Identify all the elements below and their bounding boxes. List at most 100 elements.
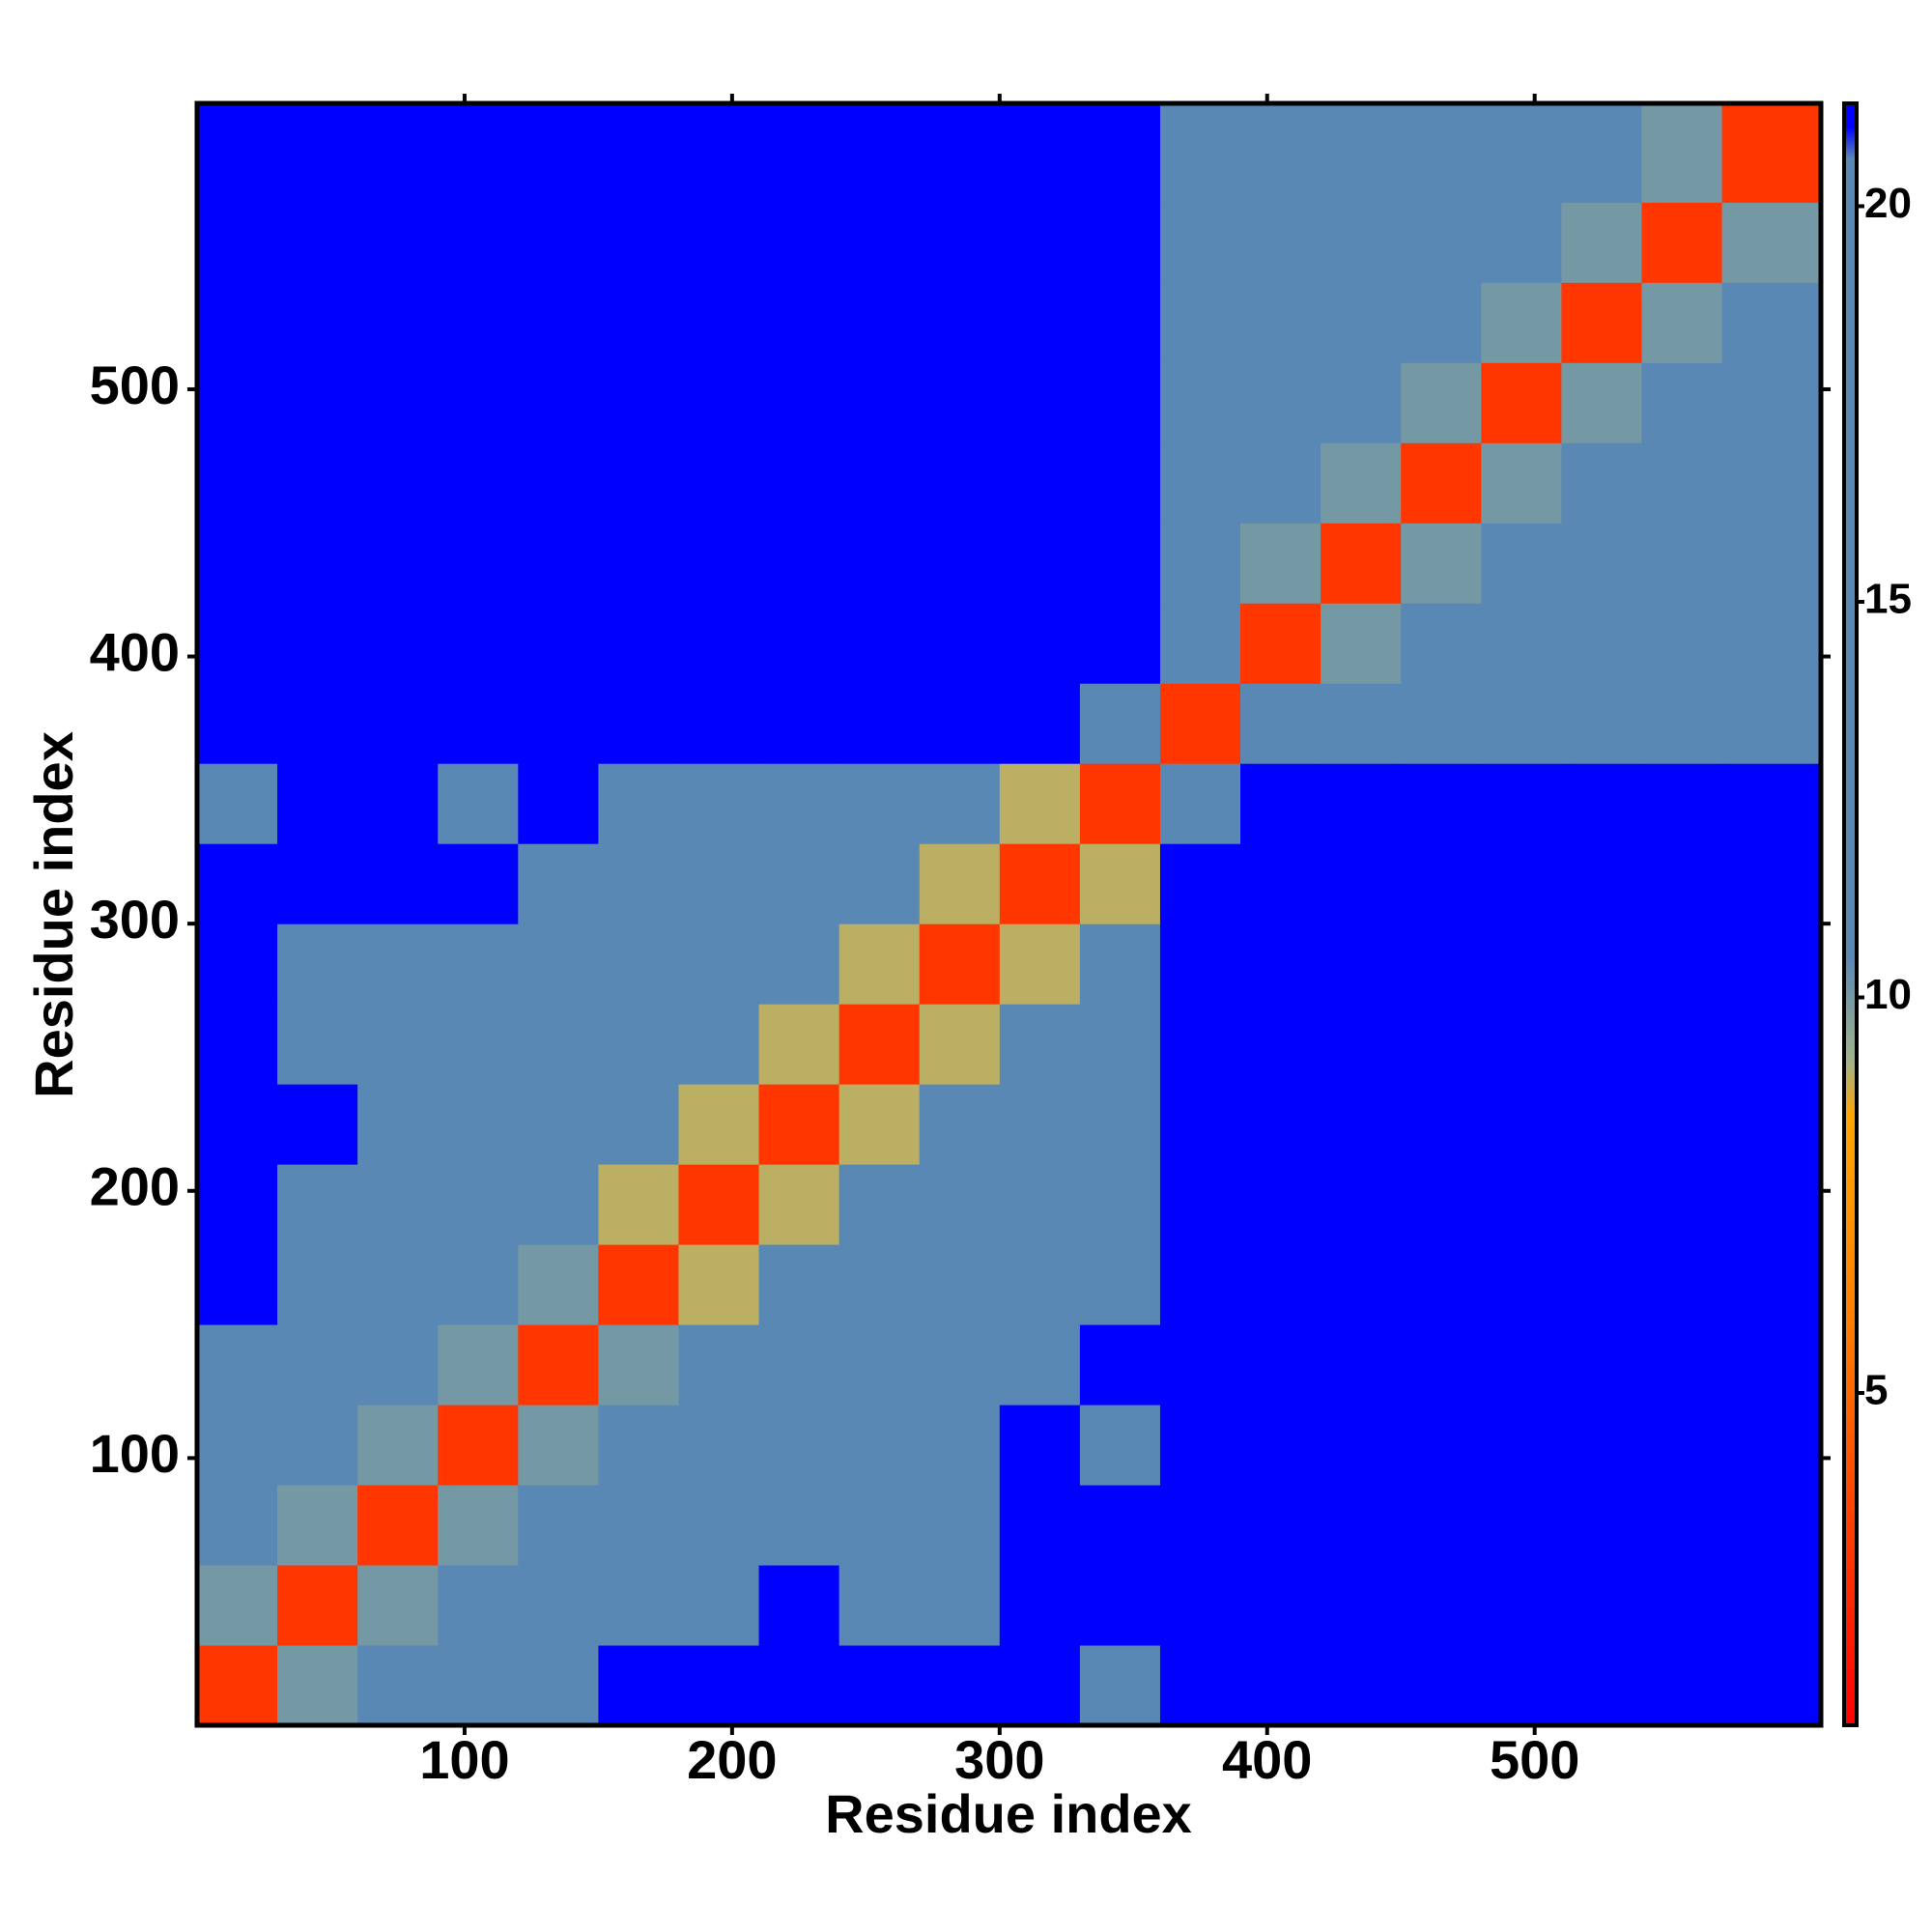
heatmap-cell [919, 843, 1001, 924]
heatmap-cell [1641, 1324, 1723, 1406]
heatmap-cell [1240, 362, 1321, 443]
heatmap-cell [197, 202, 278, 283]
heatmap-cell [999, 763, 1081, 844]
heatmap-cell [1401, 683, 1482, 764]
heatmap-cell [1321, 1645, 1402, 1726]
heatmap-cell [277, 1565, 358, 1646]
heatmap-cells [197, 103, 1822, 1726]
heatmap-cell [1481, 1084, 1562, 1165]
heatmap-cell [999, 1084, 1081, 1165]
heatmap-cell [1240, 442, 1321, 524]
heatmap-cell [518, 1084, 599, 1165]
heatmap-cell [1481, 1405, 1562, 1486]
heatmap-cell [438, 843, 519, 924]
y-axis-title: Residue index [23, 731, 84, 1098]
heatmap-cell [197, 523, 278, 604]
heatmap-cell [1561, 202, 1642, 283]
heatmap-cell [1401, 1565, 1482, 1646]
heatmap-cell [1481, 763, 1562, 844]
heatmap-cell [1481, 1244, 1562, 1325]
heatmap-cell [357, 202, 439, 283]
heatmap-cell [1159, 1004, 1241, 1085]
heatmap-cell [1401, 282, 1482, 363]
heatmap-cell [1079, 1164, 1161, 1245]
heatmap-cell [357, 843, 439, 924]
heatmap-cell [678, 1565, 760, 1646]
heatmap-cell [1721, 103, 1822, 203]
heatmap-cell [438, 202, 519, 283]
heatmap-cell [1079, 603, 1161, 684]
heatmap-cell [1240, 103, 1321, 203]
heatmap-cell [438, 103, 519, 203]
heatmap-cell [838, 362, 921, 443]
heatmap-cell [277, 1244, 358, 1325]
heatmap-cell [438, 442, 519, 524]
heatmap-cell [678, 1004, 760, 1085]
heatmap-cell [1240, 1565, 1321, 1646]
heatmap-cell [678, 1324, 760, 1406]
heatmap-cell [838, 1244, 921, 1325]
heatmap-cell [758, 603, 840, 684]
heatmap-cell [1721, 923, 1822, 1005]
heatmap-cell [357, 362, 439, 443]
heatmap-cell [1401, 1405, 1482, 1486]
heatmap-cell [438, 282, 519, 363]
heatmap-cell [598, 1405, 679, 1486]
heatmap-cell [1401, 202, 1482, 283]
heatmap-cell [678, 282, 760, 363]
heatmap-cell [999, 843, 1081, 924]
heatmap-cell [1159, 523, 1241, 604]
heatmap-cell [438, 1164, 519, 1245]
heatmap-cell [518, 1244, 599, 1325]
heatmap-cell [1481, 603, 1562, 684]
x-axis-title: Residue index [825, 1783, 1192, 1844]
heatmap-cell [197, 1565, 278, 1646]
heatmap-cell [1079, 1405, 1161, 1486]
heatmap-cell [1240, 1485, 1321, 1566]
heatmap-cell [518, 1485, 599, 1566]
heatmap-cell [1079, 1565, 1161, 1646]
heatmap-cell [1240, 843, 1321, 924]
heatmap-cell [1481, 1485, 1562, 1566]
heatmap-cell [838, 843, 921, 924]
heatmap-cell [758, 843, 840, 924]
heatmap-cell [1721, 683, 1822, 764]
heatmap-cell [598, 683, 679, 764]
heatmap-cell [1561, 362, 1642, 443]
heatmap-cell [1321, 442, 1402, 524]
colorbar-tick-label: 15 [1864, 576, 1912, 623]
heatmap-cell [1240, 202, 1321, 283]
heatmap-cell [1159, 1485, 1241, 1566]
heatmap-cell [197, 1645, 278, 1726]
heatmap-cell [838, 1405, 921, 1486]
heatmap-cell [1721, 202, 1822, 283]
y-tick-label: 400 [90, 621, 180, 682]
heatmap-cell [919, 1324, 1001, 1406]
heatmap-cell [518, 1565, 599, 1646]
heatmap-cell [1481, 1164, 1562, 1245]
heatmap-cell [438, 683, 519, 764]
heatmap-cell [1321, 1084, 1402, 1165]
heatmap-cell [1481, 683, 1562, 764]
heatmap-cell [678, 683, 760, 764]
heatmap-cell [1321, 1405, 1402, 1486]
heatmap-cell [357, 1565, 439, 1646]
heatmap-cell [598, 1004, 679, 1085]
heatmap-cell [1079, 1645, 1161, 1726]
heatmap-cell [1481, 103, 1562, 203]
heatmap-cell [357, 1244, 439, 1325]
heatmap-cell [838, 763, 921, 844]
heatmap-cell [1721, 362, 1822, 443]
heatmap-cell [598, 523, 679, 604]
heatmap-cell [1159, 843, 1241, 924]
heatmap-cell [277, 1324, 358, 1406]
heatmap-cell [758, 1565, 840, 1646]
heatmap-cell [678, 523, 760, 604]
heatmap-cell [1240, 1405, 1321, 1486]
heatmap-cell [1079, 1244, 1161, 1325]
heatmap-cell [1721, 523, 1822, 604]
heatmap-cell [1159, 1084, 1241, 1165]
heatmap-cell [197, 683, 278, 764]
heatmap-cell [758, 1004, 840, 1085]
